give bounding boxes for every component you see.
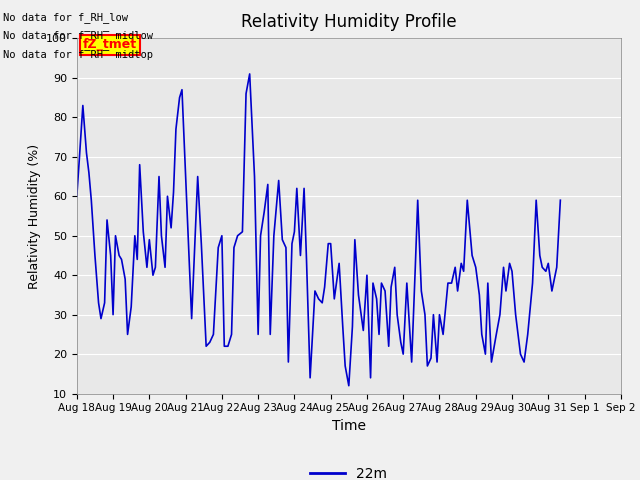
Text: fZ_tmet: fZ_tmet	[83, 38, 137, 51]
Text: No data for f̅RH̅ midlow: No data for f̅RH̅ midlow	[3, 31, 153, 41]
Y-axis label: Relativity Humidity (%): Relativity Humidity (%)	[28, 144, 40, 288]
Text: No data for f̅RH̅ midtop: No data for f̅RH̅ midtop	[3, 50, 153, 60]
Legend: 22m: 22m	[305, 461, 393, 480]
Text: No data for f_RH_low: No data for f_RH_low	[3, 12, 128, 23]
X-axis label: Time: Time	[332, 419, 366, 433]
Title: Relativity Humidity Profile: Relativity Humidity Profile	[241, 13, 456, 31]
